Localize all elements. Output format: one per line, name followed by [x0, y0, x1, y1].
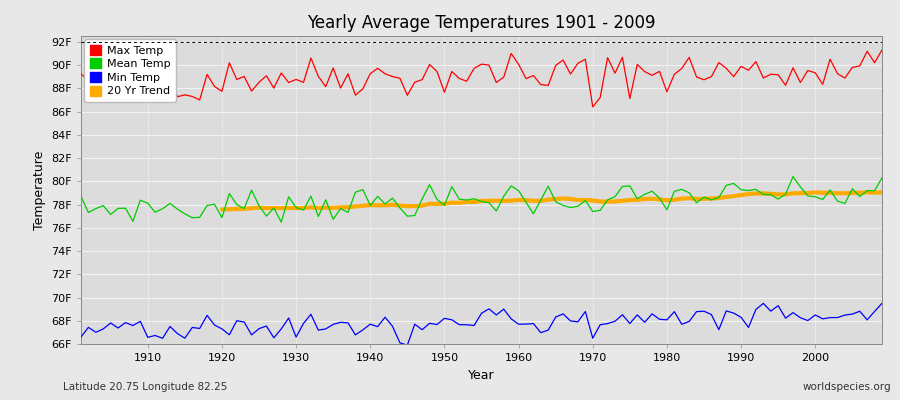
Y-axis label: Temperature: Temperature [32, 150, 46, 230]
X-axis label: Year: Year [468, 368, 495, 382]
Legend: Max Temp, Mean Temp, Min Temp, 20 Yr Trend: Max Temp, Mean Temp, Min Temp, 20 Yr Tre… [85, 39, 176, 102]
Title: Yearly Average Temperatures 1901 - 2009: Yearly Average Temperatures 1901 - 2009 [307, 14, 656, 32]
Text: Latitude 20.75 Longitude 82.25: Latitude 20.75 Longitude 82.25 [63, 382, 228, 392]
Text: worldspecies.org: worldspecies.org [803, 382, 891, 392]
